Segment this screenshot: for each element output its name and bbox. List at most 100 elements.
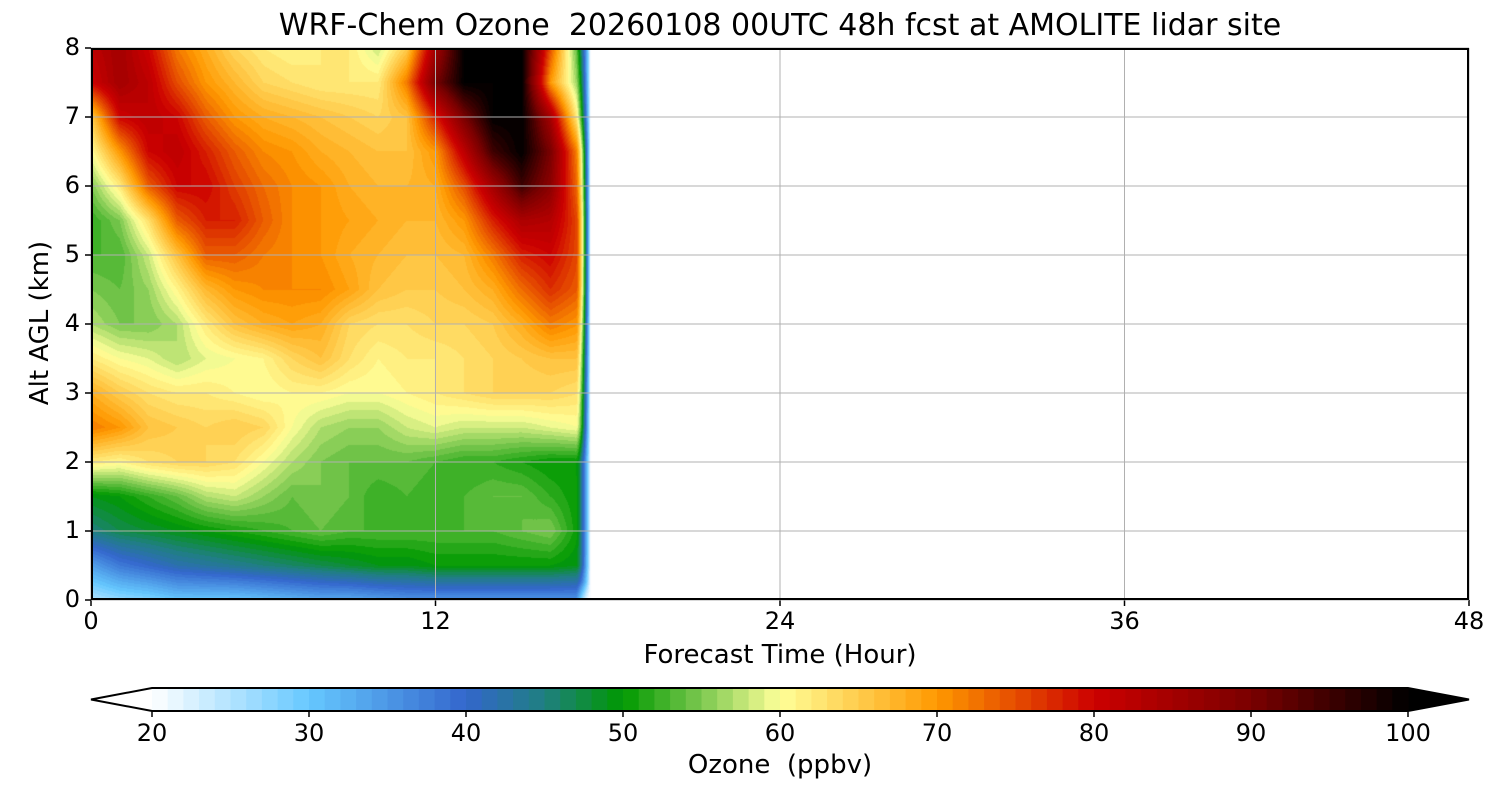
y-tick-label: 6: [64, 171, 80, 199]
colorbar-segment: [152, 688, 169, 711]
colorbar-segment: [261, 688, 279, 711]
colorbar-segment: [984, 688, 1001, 711]
colorbar-segment: [1031, 688, 1048, 711]
colorbar-segment: [214, 688, 232, 711]
colorbar-segment: [874, 688, 891, 711]
y-tick-label: 5: [64, 240, 80, 268]
colorbar-segment: [387, 688, 404, 711]
colorbar-segment: [717, 688, 734, 711]
colorbar-segment: [638, 688, 655, 711]
colorbar-segment: [732, 688, 750, 711]
colorbar-segment: [199, 688, 216, 711]
colorbar-segment: [544, 688, 561, 711]
colorbar-segment: [670, 688, 687, 711]
x-tick-label: 12: [420, 607, 451, 635]
colorbar-segment: [403, 688, 420, 711]
colorbar-segment: [842, 688, 860, 711]
colorbar-segment: [434, 688, 451, 711]
colorbar-segment: [1156, 688, 1174, 711]
colorbar-segment: [246, 688, 263, 711]
colorbar-segment: [1235, 688, 1252, 711]
colorbar-segment: [1219, 688, 1236, 711]
x-tick-label: 0: [83, 607, 99, 635]
chart-title: WRF-Chem Ozone 20260108 00UTC 48h fcst a…: [278, 8, 1282, 43]
colorbar-segment: [1313, 688, 1331, 711]
colorbar-segment: [183, 688, 200, 711]
colorbar-segment: [968, 688, 985, 711]
colorbar-segment: [1251, 688, 1268, 711]
colorbar-segment: [685, 688, 703, 711]
colorbar-segment: [905, 688, 922, 711]
colorbar-segment: [356, 688, 373, 711]
colorbar-tick-label: 40: [450, 719, 482, 747]
colorbar-segment: [1062, 688, 1079, 711]
colorbar-extend-high: [1408, 688, 1469, 711]
colorbar-segment: [1141, 688, 1158, 711]
colorbar-tick-label: 20: [136, 719, 168, 747]
colorbar-segment: [1094, 688, 1111, 711]
colorbar-tick-label: 50: [607, 719, 639, 747]
y-tick-label: 4: [64, 309, 80, 337]
colorbar-segment: [481, 688, 498, 711]
colorbar-segment: [324, 688, 341, 711]
y-tick-label: 0: [64, 585, 80, 613]
colorbar-segment: [591, 688, 608, 711]
colorbar-tick-label: 30: [293, 719, 325, 747]
y-tick-label: 3: [64, 378, 80, 406]
plot-area: [91, 48, 1469, 600]
colorbar-segment: [1345, 688, 1362, 711]
y-tick-label: 8: [64, 33, 80, 61]
colorbar-segment: [167, 688, 184, 711]
colorbar-segment: [1172, 688, 1189, 711]
colorbar-segment: [230, 688, 247, 711]
colorbar-segment: [952, 688, 969, 711]
colorbar-segment: [1188, 688, 1205, 711]
colorbar-tick-label: 70: [921, 719, 953, 747]
colorbar-segment: [921, 688, 938, 711]
colorbar-segment: [654, 688, 671, 711]
colorbar-tick-label: 60: [764, 719, 796, 747]
colorbar-segment: [371, 688, 389, 711]
colorbar-segment: [937, 688, 954, 711]
colorbar-segment: [999, 688, 1017, 711]
colorbar-extend-low: [91, 688, 152, 711]
colorbar-segment: [340, 688, 357, 711]
colorbar-tick-label: 100: [1385, 719, 1431, 747]
colorbar-segment: [309, 688, 326, 711]
colorbar-label: Ozone (ppbv): [687, 750, 873, 780]
colorbar-tick-label: 80: [1078, 719, 1110, 747]
colorbar-segment: [811, 688, 828, 711]
colorbar-segment: [1266, 688, 1283, 711]
colorbar-segment: [575, 688, 593, 711]
y-tick-label: 1: [64, 516, 80, 544]
y-tick-label: 7: [64, 102, 80, 130]
colorbar-segment: [827, 688, 844, 711]
colorbar-segment: [1298, 688, 1315, 711]
colorbar-segment: [1015, 688, 1032, 711]
colorbar-segment: [607, 688, 624, 711]
colorbar-segment: [1203, 688, 1221, 711]
colorbar-segment: [560, 688, 577, 711]
colorbar-segment: [497, 688, 514, 711]
colorbar-segment: [858, 688, 875, 711]
colorbar-segment: [1360, 688, 1378, 711]
x-tick-label: 24: [764, 607, 796, 635]
colorbar-segment: [1376, 688, 1393, 711]
colorbar-segment: [780, 688, 797, 711]
x-tick-label: 48: [1453, 607, 1485, 635]
colorbar-segment: [623, 688, 640, 711]
colorbar-segment: [513, 688, 530, 711]
colorbar-segment: [1125, 688, 1142, 711]
colorbar-segment: [795, 688, 812, 711]
colorbar-segment: [466, 688, 483, 711]
colorbar-segment: [748, 688, 765, 711]
x-axis-label: Forecast Time (Hour): [643, 640, 917, 670]
colorbar-segment: [528, 688, 546, 711]
colorbar-segment: [1282, 688, 1299, 711]
colorbar-segment: [277, 688, 294, 711]
colorbar-segment: [450, 688, 467, 711]
colorbar-segment: [1329, 688, 1346, 711]
y-tick-label: 2: [64, 447, 80, 475]
colorbar-segment: [889, 688, 907, 711]
